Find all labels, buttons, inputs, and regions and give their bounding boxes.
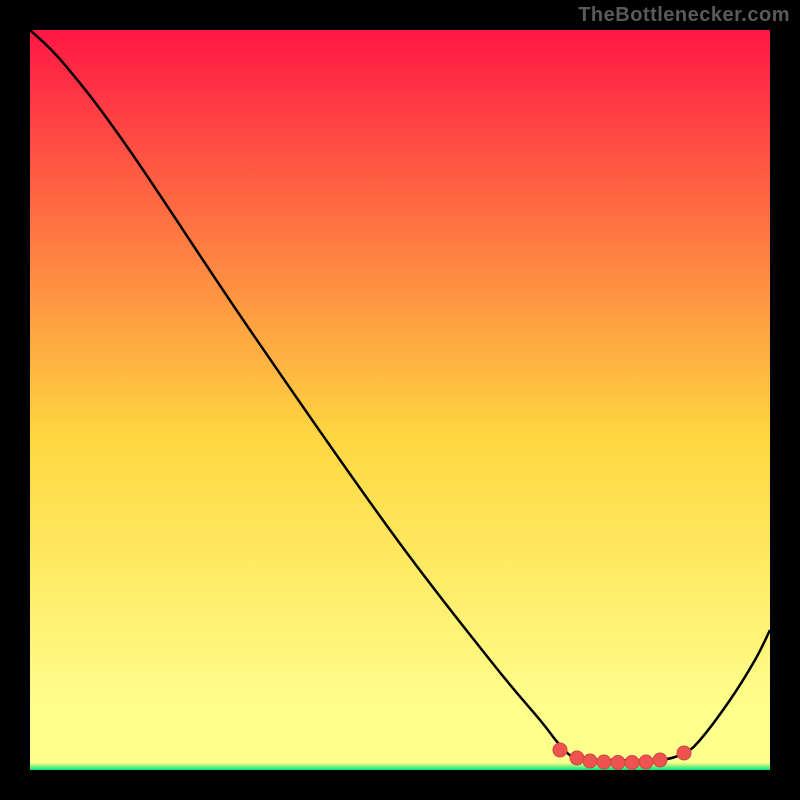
- marker-point: [639, 755, 653, 769]
- watermark-text: TheBottleneсker.com: [578, 4, 790, 27]
- marker-point: [653, 753, 667, 767]
- marker-point: [611, 756, 625, 770]
- plot-area: [30, 30, 770, 770]
- marker-point: [553, 743, 567, 757]
- marker-point: [570, 751, 584, 765]
- marker-point: [625, 756, 639, 770]
- marker-point: [597, 755, 611, 769]
- marker-point: [583, 754, 597, 768]
- bottleneck-chart: [0, 0, 800, 800]
- marker-point: [677, 746, 691, 760]
